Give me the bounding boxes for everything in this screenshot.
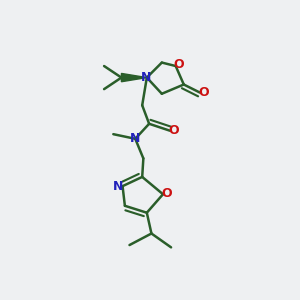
Text: N: N bbox=[113, 180, 123, 193]
Text: N: N bbox=[141, 71, 151, 84]
Text: O: O bbox=[169, 124, 179, 137]
Text: O: O bbox=[199, 86, 209, 99]
Text: N: N bbox=[129, 132, 140, 145]
Text: O: O bbox=[173, 58, 184, 71]
Polygon shape bbox=[122, 74, 147, 82]
Text: O: O bbox=[162, 187, 172, 200]
